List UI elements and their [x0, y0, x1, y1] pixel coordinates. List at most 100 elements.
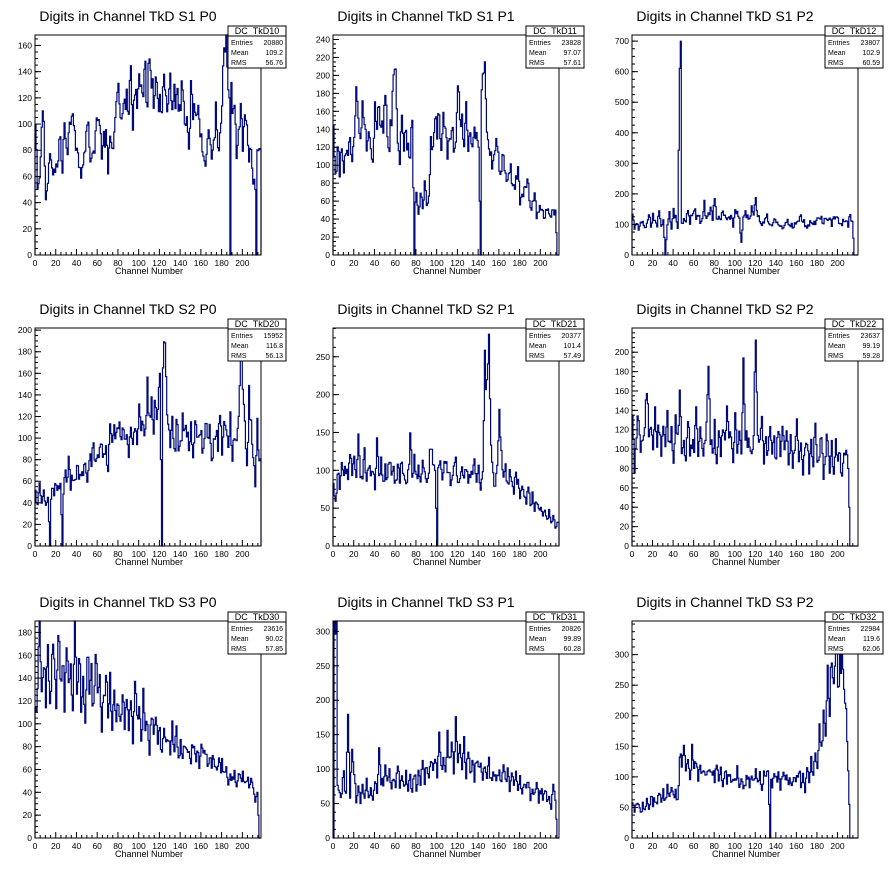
y-tick-label: 160	[18, 650, 32, 660]
x-tick-label: 200	[533, 841, 547, 851]
stats-key-entries: Entries	[231, 333, 253, 340]
histogram-panel-9: Digits in Channel TkD S3 P2 0 20 40 60 80 100 1…	[615, 594, 884, 859]
plot-frame	[34, 327, 262, 547]
chart-title: Digits in Channel TkD S1 P0	[39, 8, 216, 24]
plot-frame	[34, 34, 262, 256]
x-tick-label: 180	[215, 549, 229, 559]
histogram-series	[34, 327, 262, 547]
x-tick-label: 0	[630, 841, 635, 851]
stats-value-mean: 119.6	[863, 636, 880, 643]
y-tick-label: 140	[615, 405, 629, 415]
x-tick-label: 120	[748, 841, 762, 851]
y-tick-label: 300	[615, 158, 629, 168]
x-tick-label: 140	[769, 549, 783, 559]
x-tick-label: 200	[830, 549, 844, 559]
histogram-panel-5: Digits in Channel TkD S2 P1 0 20 40 60 80 100 1…	[316, 301, 585, 567]
x-tick-label: 160	[194, 258, 208, 268]
histogram-series	[34, 620, 261, 839]
x-tick-label: 140	[769, 258, 783, 268]
x-tick-label: 140	[471, 841, 485, 851]
y-tick-label: 200	[615, 711, 629, 721]
x-tick-label: 120	[152, 549, 166, 559]
stats-value-rms: 56.76	[265, 60, 283, 67]
stats-name: DC_TkD21	[533, 319, 578, 329]
x-tick-label: 60	[92, 841, 102, 851]
x-tick-label: 60	[390, 258, 400, 268]
stats-value-mean: 90.02	[265, 636, 283, 643]
y-tick-label: 100	[615, 444, 629, 454]
stats-key-entries: Entries	[231, 626, 253, 633]
stats-value-entries: 23828	[562, 40, 582, 47]
stats-box	[227, 611, 287, 655]
y-tick-label: 120	[18, 93, 32, 103]
x-tick-label: 80	[113, 258, 123, 268]
x-tick-label: 180	[513, 841, 527, 851]
stats-value-rms: 56.13	[265, 353, 283, 360]
x-tick-label: 0	[33, 841, 38, 851]
x-tick-label: 60	[689, 258, 699, 268]
x-tick-label: 80	[113, 841, 123, 851]
y-tick-label-zero: 0	[325, 833, 330, 843]
stats-key-mean: Mean	[828, 50, 846, 57]
y-tick-label: 140	[316, 124, 330, 134]
y-tick-label-zero: 0	[27, 833, 32, 843]
y-tick-label: 20	[321, 232, 331, 242]
y-tick-label-zero: 0	[624, 833, 629, 843]
y-tick-label: 100	[316, 764, 330, 774]
y-tick-label-zero: 0	[27, 541, 32, 551]
x-tick-label: 0	[33, 549, 38, 559]
stats-name: DC_TkD22	[832, 319, 877, 329]
y-tick-label: 160	[615, 386, 629, 396]
x-tick-label: 140	[769, 841, 783, 851]
stats-key-mean: Mean	[529, 50, 547, 57]
y-tick-label: 250	[316, 661, 330, 671]
y-tick-label: 150	[316, 427, 330, 437]
y-tick-label: 80	[321, 178, 331, 188]
y-tick-label: 140	[18, 390, 32, 400]
x-tick-label: 120	[748, 258, 762, 268]
y-tick-label: 200	[316, 390, 330, 400]
x-tick-label: 180	[215, 258, 229, 268]
stats-key-rms: RMS	[529, 646, 545, 653]
x-tick-label: 40	[668, 549, 678, 559]
stats-name: DC_TkD30	[235, 612, 280, 622]
x-tick-label: 20	[648, 549, 658, 559]
stats-key-rms: RMS	[529, 353, 545, 360]
x-tick-label: 60	[92, 258, 102, 268]
chart-title: Digits in Channel TkD S2 P1	[337, 301, 514, 317]
histogram-panel-6: Digits in Channel TkD S2 P2 0 20 40 60 80 100 1…	[615, 301, 884, 567]
y-tick-label: 60	[23, 171, 33, 181]
stats-box	[227, 318, 287, 362]
stats-value-entries: 23637	[861, 333, 881, 340]
y-tick-label: 150	[316, 730, 330, 740]
y-tick-label: 120	[316, 142, 330, 152]
x-tick-label: 0	[630, 549, 635, 559]
stats-key-entries: Entries	[231, 40, 253, 47]
y-tick-label: 60	[23, 764, 33, 774]
stats-key-rms: RMS	[231, 353, 247, 360]
x-tick-label: 0	[331, 841, 336, 851]
x-tick-label: 100	[430, 549, 444, 559]
y-tick-label: 250	[615, 680, 629, 690]
y-tick-label: 40	[620, 502, 630, 512]
y-tick-label: 500	[615, 97, 629, 107]
x-tick-label: 20	[349, 841, 359, 851]
x-tick-label: 80	[709, 258, 719, 268]
x-tick-label: 200	[830, 841, 844, 851]
histogram-series	[332, 333, 560, 547]
x-tick-label: 140	[471, 258, 485, 268]
x-tick-label: 60	[689, 549, 699, 559]
x-tick-label: 180	[810, 258, 824, 268]
stats-key-rms: RMS	[231, 646, 247, 653]
x-tick-label: 20	[51, 549, 61, 559]
stats-key-entries: Entries	[828, 626, 850, 633]
stats-key-rms: RMS	[828, 353, 844, 360]
stats-box	[227, 25, 287, 69]
x-tick-label: 160	[492, 841, 506, 851]
stats-value-entries: 15952	[264, 333, 284, 340]
x-tick-label: 140	[173, 258, 187, 268]
x-tick-label: 120	[450, 841, 464, 851]
y-tick-label: 40	[321, 214, 331, 224]
stats-key-rms: RMS	[231, 60, 247, 67]
